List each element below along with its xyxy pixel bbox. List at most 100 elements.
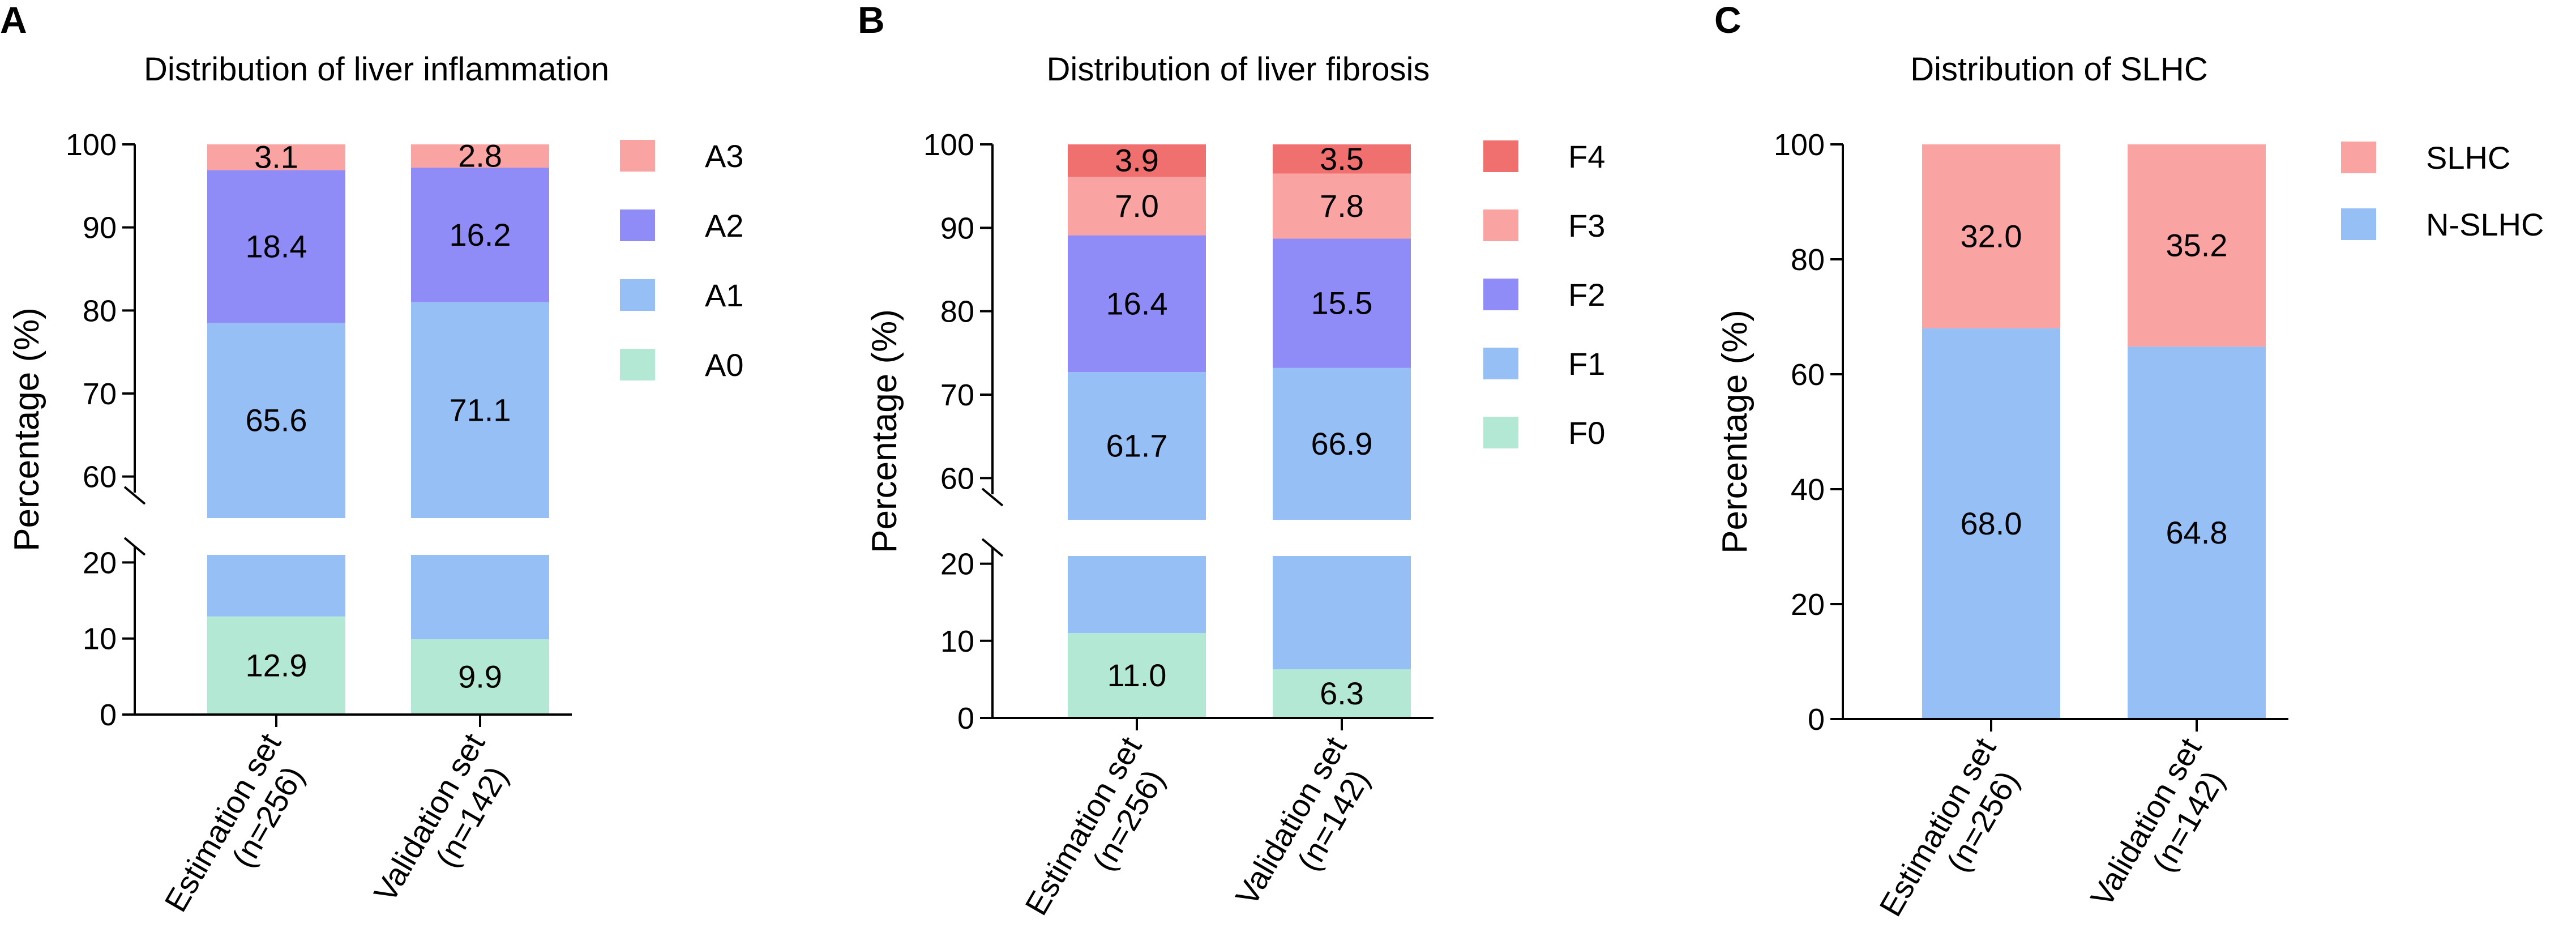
value-label: 32.0 bbox=[1961, 218, 2022, 254]
legend-swatch-a0 bbox=[620, 349, 655, 380]
legend-label: F2 bbox=[1568, 277, 1605, 313]
y-tick-label: 60 bbox=[1791, 358, 1825, 392]
value-label: 12.9 bbox=[246, 647, 307, 683]
bar-f0-validation bbox=[1273, 669, 1411, 718]
bar-n-slhc-estimation bbox=[1922, 328, 2060, 719]
x-category-label: Validation set(n=142) bbox=[2083, 732, 2231, 912]
value-label: 6.3 bbox=[1320, 675, 1364, 711]
y-tick-label: 90 bbox=[940, 211, 974, 245]
bar-f3-estimation bbox=[1068, 177, 1206, 236]
value-label: 11.0 bbox=[1107, 657, 1167, 693]
bar-f3-validation bbox=[1273, 173, 1411, 239]
value-label: 68.0 bbox=[1961, 506, 2022, 541]
chart-title: Distribution of liver inflammation bbox=[144, 51, 609, 88]
value-label: 16.2 bbox=[450, 217, 511, 253]
value-label: 16.4 bbox=[1106, 285, 1168, 321]
bar-f1-validation bbox=[1273, 556, 1411, 670]
bar-a1-estimation bbox=[207, 555, 345, 617]
legend-swatch-a3 bbox=[620, 140, 655, 172]
value-label: 2.8 bbox=[458, 138, 502, 174]
bar-f1-validation bbox=[1273, 367, 1411, 520]
bar-a0-validation bbox=[411, 639, 549, 715]
x-category-label: Validation set(n=142) bbox=[1229, 730, 1376, 911]
legend-swatch-f3 bbox=[1483, 209, 1518, 241]
bar-f0-estimation bbox=[1068, 633, 1206, 718]
bar-f1-estimation bbox=[1068, 372, 1206, 520]
y-tick-label: 20 bbox=[1791, 588, 1825, 622]
y-tick-label: 100 bbox=[66, 128, 117, 162]
value-label: 61.7 bbox=[1106, 428, 1168, 464]
bar-f2-validation bbox=[1273, 238, 1411, 368]
bar-a2-validation bbox=[411, 168, 549, 302]
y-tick-label: 60 bbox=[83, 460, 117, 494]
bar-a0-estimation bbox=[207, 616, 345, 715]
legend-label: A1 bbox=[705, 277, 744, 313]
chart-title: Distribution of SLHC bbox=[1910, 51, 2207, 88]
x-category-label: Estimation set(n=256) bbox=[157, 727, 311, 917]
value-label: 3.9 bbox=[1115, 143, 1159, 178]
legend-swatch-f2 bbox=[1483, 279, 1518, 310]
legend-swatch-f1 bbox=[1483, 348, 1518, 379]
bar-f1-estimation bbox=[1068, 556, 1206, 634]
value-label: 64.8 bbox=[2166, 515, 2228, 550]
legend-swatch-n-slhc bbox=[2341, 208, 2376, 240]
y-tick-label: 70 bbox=[83, 377, 117, 411]
panel-c: C Distribution of SLHC 68.0 32.0 64.8 35.2 0 20… bbox=[1714, 0, 2544, 922]
y-tick-label: 10 bbox=[940, 625, 974, 658]
y-axis-label: Percentage (%) bbox=[1715, 310, 1755, 554]
y-tick-label: 80 bbox=[940, 295, 974, 329]
bar-slhc-estimation bbox=[1922, 144, 2060, 328]
bar-a3-estimation bbox=[207, 144, 345, 170]
bar-a1-estimation bbox=[207, 323, 345, 518]
value-label: 66.9 bbox=[1311, 426, 1373, 461]
legend-label: A0 bbox=[705, 347, 744, 383]
legend-label: SLHC bbox=[2426, 140, 2510, 176]
value-label: 18.4 bbox=[246, 228, 307, 264]
legend-label: A2 bbox=[705, 208, 744, 243]
y-tick-label: 70 bbox=[940, 378, 974, 412]
axis-break-mark bbox=[123, 486, 146, 505]
bar-slhc-validation bbox=[2128, 144, 2266, 347]
legend-label: F1 bbox=[1568, 346, 1605, 382]
x-category-label: Estimation set(n=256) bbox=[1872, 732, 2026, 922]
panel-b: B Distribution of liver fibrosis 11.0 61.7 1… bbox=[858, 0, 1605, 921]
legend-swatch-f4 bbox=[1483, 140, 1518, 172]
y-tick-label: 100 bbox=[1774, 128, 1825, 162]
x-category-label: Validation set(n=142) bbox=[367, 727, 515, 908]
y-axis-label: Percentage (%) bbox=[7, 307, 46, 551]
value-label: 7.8 bbox=[1320, 188, 1364, 224]
bar-f4-estimation bbox=[1068, 144, 1206, 177]
y-tick-label: 0 bbox=[100, 698, 117, 732]
bar-f2-estimation bbox=[1068, 235, 1206, 373]
bar-a1-validation bbox=[411, 302, 549, 518]
bar-n-slhc-validation bbox=[2128, 347, 2266, 719]
legend-label: A3 bbox=[705, 138, 744, 174]
bar-a1-validation bbox=[411, 555, 549, 640]
y-tick-label: 0 bbox=[957, 702, 974, 735]
bar-a3-validation bbox=[411, 144, 549, 168]
y-axis-label: Percentage (%) bbox=[865, 309, 904, 553]
value-label: 3.1 bbox=[254, 139, 298, 175]
panel-letter: C bbox=[1714, 0, 1741, 41]
y-tick-label: 80 bbox=[83, 294, 117, 328]
bar-f4-validation bbox=[1273, 144, 1411, 174]
value-label: 71.1 bbox=[450, 392, 511, 427]
value-label: 7.0 bbox=[1115, 188, 1159, 224]
panel-letter: A bbox=[0, 0, 27, 41]
panel-letter: B bbox=[858, 0, 885, 41]
legend-label: N-SLHC bbox=[2426, 207, 2544, 242]
legend-swatch-f0 bbox=[1483, 417, 1518, 448]
y-tick-label: 60 bbox=[940, 461, 974, 495]
legend-label: F0 bbox=[1568, 415, 1605, 451]
value-label: 35.2 bbox=[2166, 228, 2228, 263]
legend-swatch-slhc bbox=[2341, 142, 2376, 173]
y-tick-label: 10 bbox=[83, 622, 117, 656]
x-category-label: Estimation set(n=256) bbox=[1018, 730, 1171, 921]
chart-title: Distribution of liver fibrosis bbox=[1047, 51, 1430, 88]
y-tick-label: 100 bbox=[923, 128, 974, 162]
axis-break-mark bbox=[981, 487, 1004, 507]
y-tick-label: 20 bbox=[83, 546, 117, 580]
legend-label: F3 bbox=[1568, 208, 1605, 243]
legend-swatch-a1 bbox=[620, 279, 655, 311]
